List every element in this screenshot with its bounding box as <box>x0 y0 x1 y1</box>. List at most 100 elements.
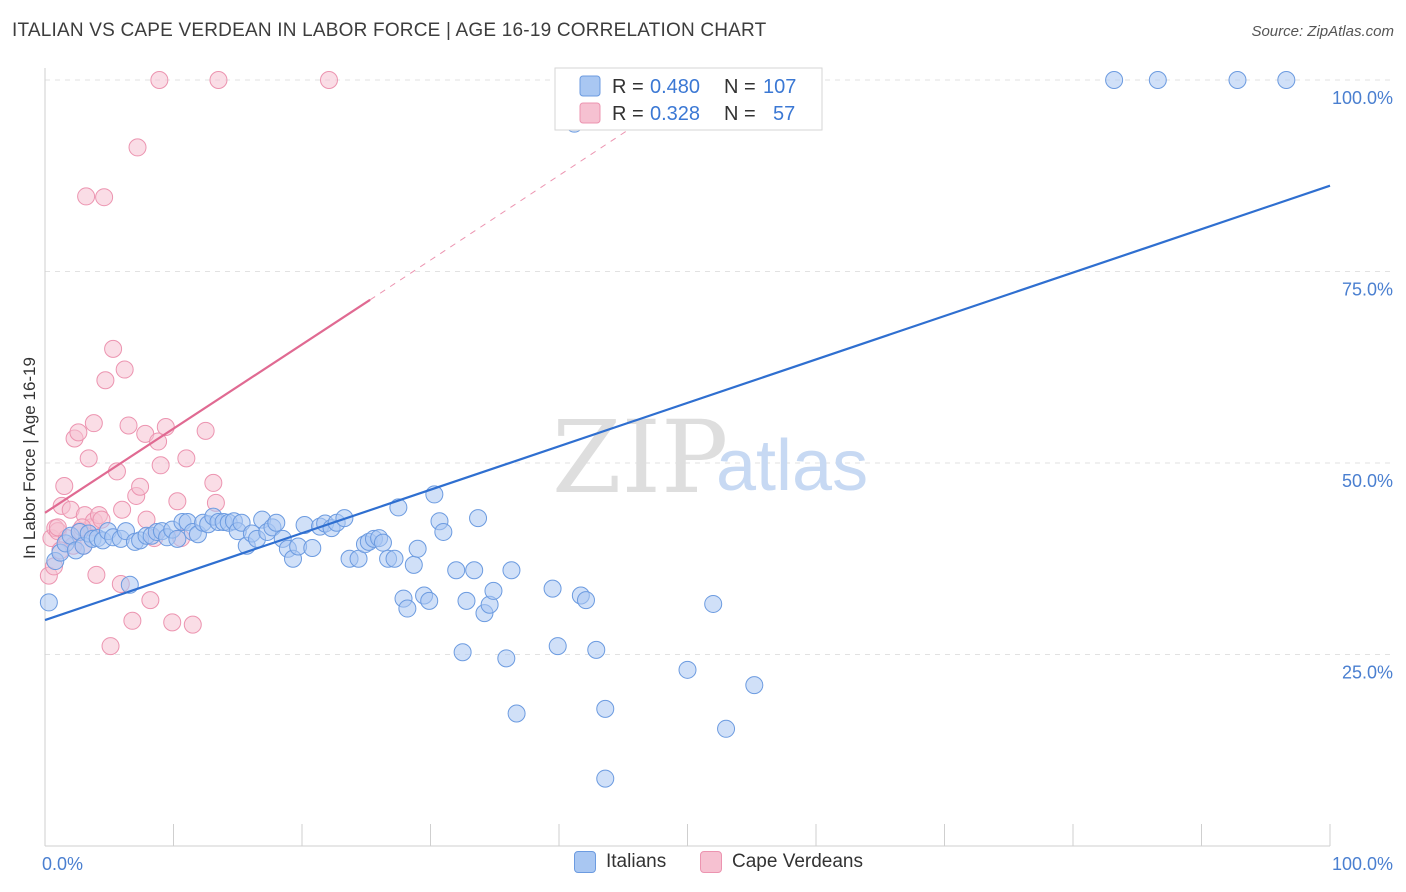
capeverdeans-point <box>69 423 88 442</box>
capeverdeans-point <box>209 71 228 89</box>
capeverdeans-r-value: 0.328 <box>650 103 700 125</box>
capeverdeans-point <box>163 613 182 632</box>
y-axis-label: In Labor Force | Age 16-19 <box>20 357 39 559</box>
italians-point <box>1228 71 1247 89</box>
capeverdeans-point <box>128 138 147 157</box>
italians-legend-swatch <box>579 75 601 97</box>
x-tick-label-max: 100.0% <box>1332 854 1393 874</box>
capeverdeans-point <box>77 187 96 206</box>
italians-trend-line <box>44 184 1331 622</box>
italians-point <box>453 643 472 662</box>
italians-point <box>548 637 567 656</box>
chart-title: ITALIAN VS CAPE VERDEAN IN LABOR FORCE |… <box>12 20 767 41</box>
italians-points <box>39 71 1296 788</box>
y-tick-label: 100.0% <box>1332 88 1393 108</box>
italians-point <box>385 549 404 568</box>
x-tick-label-min: 0.0% <box>42 854 83 874</box>
italians-point <box>420 591 439 610</box>
italians-point <box>398 599 417 618</box>
italians-point <box>408 539 427 558</box>
capeverdeans-trend-line <box>44 298 371 514</box>
capeverdeans-point <box>196 421 215 440</box>
italians-point <box>745 676 764 695</box>
italians-n-value: 107 <box>763 76 796 98</box>
capeverdeans-point <box>79 449 98 468</box>
capeverdeans-point <box>131 477 150 496</box>
capeverdeans-point <box>149 432 168 451</box>
italians-point <box>678 660 697 679</box>
capeverdeans-point <box>183 615 202 634</box>
italians-point <box>717 719 736 738</box>
capeverdeans-point <box>96 371 115 390</box>
italians-r-label: R = <box>612 76 644 98</box>
italians-swatch <box>574 851 596 873</box>
italians-point <box>457 591 476 610</box>
capeverdeans-point <box>204 473 223 492</box>
capeverdeans-n-value: 57 <box>773 103 795 125</box>
watermark-atlas: atlas <box>716 426 868 506</box>
capeverdeans-n-label: N = <box>724 103 756 125</box>
capeverdeans-point <box>115 360 134 379</box>
italians-point <box>1277 71 1296 89</box>
trend-lines <box>44 129 1331 622</box>
legend-label-italians: Italians <box>606 851 667 872</box>
italians-point <box>596 699 615 718</box>
italians-point <box>1105 71 1124 89</box>
italians-point <box>465 561 484 580</box>
italians-point <box>168 529 187 548</box>
capeverdeans-trend-extension <box>369 129 629 301</box>
italians-point <box>484 581 503 600</box>
source-label: Source: ZipAtlas.com <box>1251 23 1394 40</box>
capeverdeans-r-label: R = <box>612 103 644 125</box>
capeverdeans-point <box>101 637 120 656</box>
legend-item-italians[interactable]: Italians <box>574 851 666 873</box>
stats-legend: R = 0.480 N = 107 R = 0.328 N = 57 <box>554 67 823 131</box>
y-tick-label: 50.0% <box>1342 471 1393 491</box>
capeverdeans-point <box>168 492 187 511</box>
capeverdeans-point <box>104 339 123 358</box>
italians-point <box>543 579 562 598</box>
capeverdeans-legend-swatch <box>579 102 601 124</box>
capeverdeans-point <box>319 71 338 89</box>
italians-point <box>434 522 453 541</box>
watermark: ZIP atlas <box>552 399 868 516</box>
capeverdeans-swatch <box>700 851 722 873</box>
italians-point <box>447 561 466 580</box>
capeverdeans-point <box>84 414 103 433</box>
axes-layer: 25.0% 50.0% 75.0% 100.0% 0.0% 100.0% <box>42 68 1393 874</box>
italians-point <box>596 769 615 788</box>
italians-point <box>267 513 286 532</box>
italians-point <box>39 593 58 612</box>
capeverdeans-point <box>48 518 67 537</box>
italians-point <box>704 594 723 613</box>
legend-item-capeverdeans[interactable]: Cape Verdeans <box>700 851 863 873</box>
y-tick-label: 75.0% <box>1342 280 1393 300</box>
italians-point <box>502 561 521 580</box>
capeverdeans-point <box>151 456 170 475</box>
italians-point <box>507 704 526 723</box>
italians-point <box>469 509 488 528</box>
capeverdeans-point <box>150 71 169 89</box>
capeverdeans-point <box>55 476 74 495</box>
watermark-zip: ZIP <box>552 399 728 516</box>
italians-point <box>303 539 322 558</box>
capeverdeans-point <box>123 611 142 630</box>
italians-point <box>1148 71 1167 89</box>
y-tick-label: 25.0% <box>1342 663 1393 683</box>
capeverdeans-point <box>113 500 132 519</box>
legend-label-capeverdeans: Cape Verdeans <box>732 851 863 872</box>
capeverdeans-point <box>87 565 106 584</box>
capeverdeans-point <box>119 416 138 435</box>
capeverdeans-point <box>95 188 114 207</box>
italians-point <box>576 591 595 610</box>
capeverdeans-point <box>141 591 160 610</box>
capeverdeans-point <box>177 449 196 468</box>
italians-n-label: N = <box>724 76 756 98</box>
italians-point <box>587 640 606 659</box>
italians-point <box>497 649 516 668</box>
grid-layer <box>45 79 1393 655</box>
italians-point <box>404 555 423 574</box>
italians-point <box>373 533 392 552</box>
italians-r-value: 0.480 <box>650 76 700 98</box>
